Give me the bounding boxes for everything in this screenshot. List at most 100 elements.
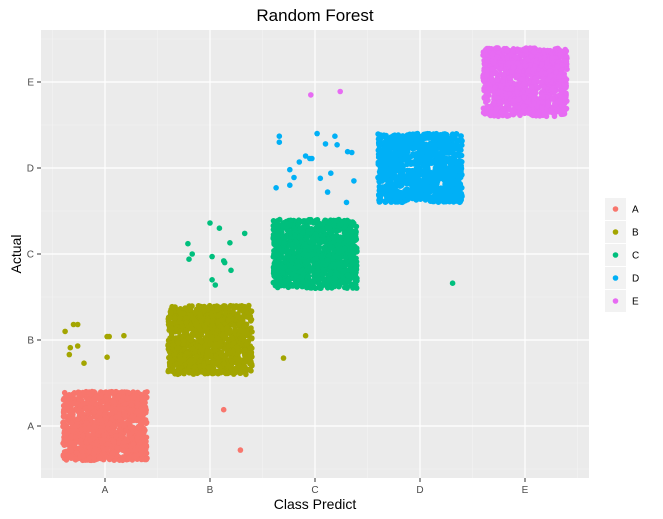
point [80,453,86,459]
point [92,446,99,453]
point [101,412,108,418]
point [301,241,308,247]
point [388,199,395,205]
point [449,194,456,200]
point [203,342,209,349]
point [332,222,338,228]
point [377,191,384,198]
point [377,143,383,149]
point [458,194,465,201]
point [392,174,399,181]
point [241,347,248,353]
point [68,447,74,454]
point [78,397,85,403]
point [213,343,219,350]
point [430,135,437,141]
point [183,319,190,326]
point [204,348,211,355]
point [378,159,385,166]
point [122,413,128,420]
point [378,148,384,154]
point [198,347,205,353]
point [396,162,403,169]
point [192,364,198,370]
point-misclassified [104,354,110,361]
point [233,344,240,351]
point [442,149,449,156]
point [175,339,181,346]
point [315,280,322,287]
point [327,229,334,236]
point [289,255,296,262]
point [122,401,129,407]
point [420,133,426,139]
point [125,455,132,462]
point [437,151,444,157]
point [457,168,463,174]
point [456,199,463,206]
point [448,178,455,184]
point [344,233,351,240]
point [429,185,436,191]
point [433,196,439,202]
point [271,273,278,280]
point [431,171,438,178]
point [209,336,216,342]
point [92,441,99,448]
point [405,192,412,199]
point [243,341,250,348]
point-misclassified [273,185,279,191]
point [274,251,280,258]
point [212,360,219,367]
point [231,304,238,311]
point [193,353,200,360]
point [449,131,456,137]
point [75,416,81,422]
point [233,365,240,371]
point [205,359,211,365]
point [280,270,287,276]
point [249,335,255,342]
point [383,187,389,194]
point [234,351,241,358]
point [110,438,117,445]
point [138,431,144,437]
point [411,145,418,151]
point [130,394,137,401]
point [181,356,188,363]
point-misclassified [228,267,234,274]
point [336,246,342,252]
point [425,165,431,172]
point [197,326,203,333]
point [236,321,243,328]
point [116,393,122,400]
point [459,142,465,148]
point [138,444,145,451]
point [343,262,350,268]
point [305,273,312,280]
point [88,390,94,397]
point [225,317,232,323]
point [280,234,287,241]
point [385,160,392,167]
point [222,354,228,361]
point [142,389,148,396]
point [337,234,344,240]
point [439,174,446,180]
point [110,398,117,405]
point [104,390,111,396]
point-misclassified [67,344,74,351]
point [387,169,394,175]
point [297,225,304,232]
point [249,329,255,335]
point [404,186,411,193]
point [91,423,97,430]
point-misclassified [317,175,324,182]
point [422,148,429,154]
point [437,136,443,143]
series-A [60,388,244,464]
point-misclassified [81,360,87,367]
point [165,318,172,325]
point [200,363,207,370]
point [224,330,230,337]
